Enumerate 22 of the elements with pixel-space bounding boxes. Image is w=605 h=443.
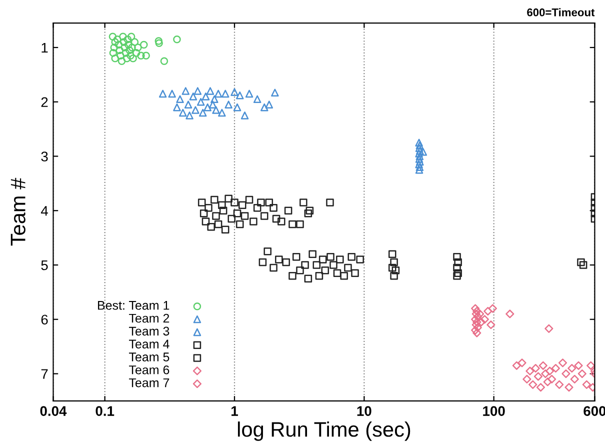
- y-tick-label: 3: [41, 152, 48, 162]
- legend-label: Team 3: [129, 326, 170, 336]
- legend-label: Team 4: [129, 340, 170, 348]
- x-tick-label: 10: [357, 406, 372, 416]
- legend-label: Team 6: [129, 365, 170, 374]
- y-tick-label: 7: [41, 369, 48, 379]
- legend-label: Best: Team 1: [98, 301, 170, 310]
- legend-label: Team 5: [129, 352, 170, 362]
- y-tick-label: 2: [41, 97, 48, 107]
- text: 600=Timeout: [527, 8, 595, 16]
- x-tick-label: 1: [232, 406, 238, 416]
- legend-label: Team 7: [129, 378, 170, 388]
- y-axis-title: Team #: [10, 178, 26, 246]
- x-tick-label: 0.04: [40, 406, 67, 416]
- y-tick-label: 1: [42, 42, 48, 53]
- x-tick-label: 0.1: [96, 406, 114, 416]
- x-tick-label: 100: [483, 406, 505, 416]
- legend-label: Team 2: [129, 314, 170, 323]
- x-axis-title: log Run Time (sec): [238, 422, 410, 441]
- y-tick-label: 4: [40, 206, 48, 216]
- y-tick-label: 5: [41, 260, 48, 270]
- y-tick-label: 6: [41, 314, 48, 325]
